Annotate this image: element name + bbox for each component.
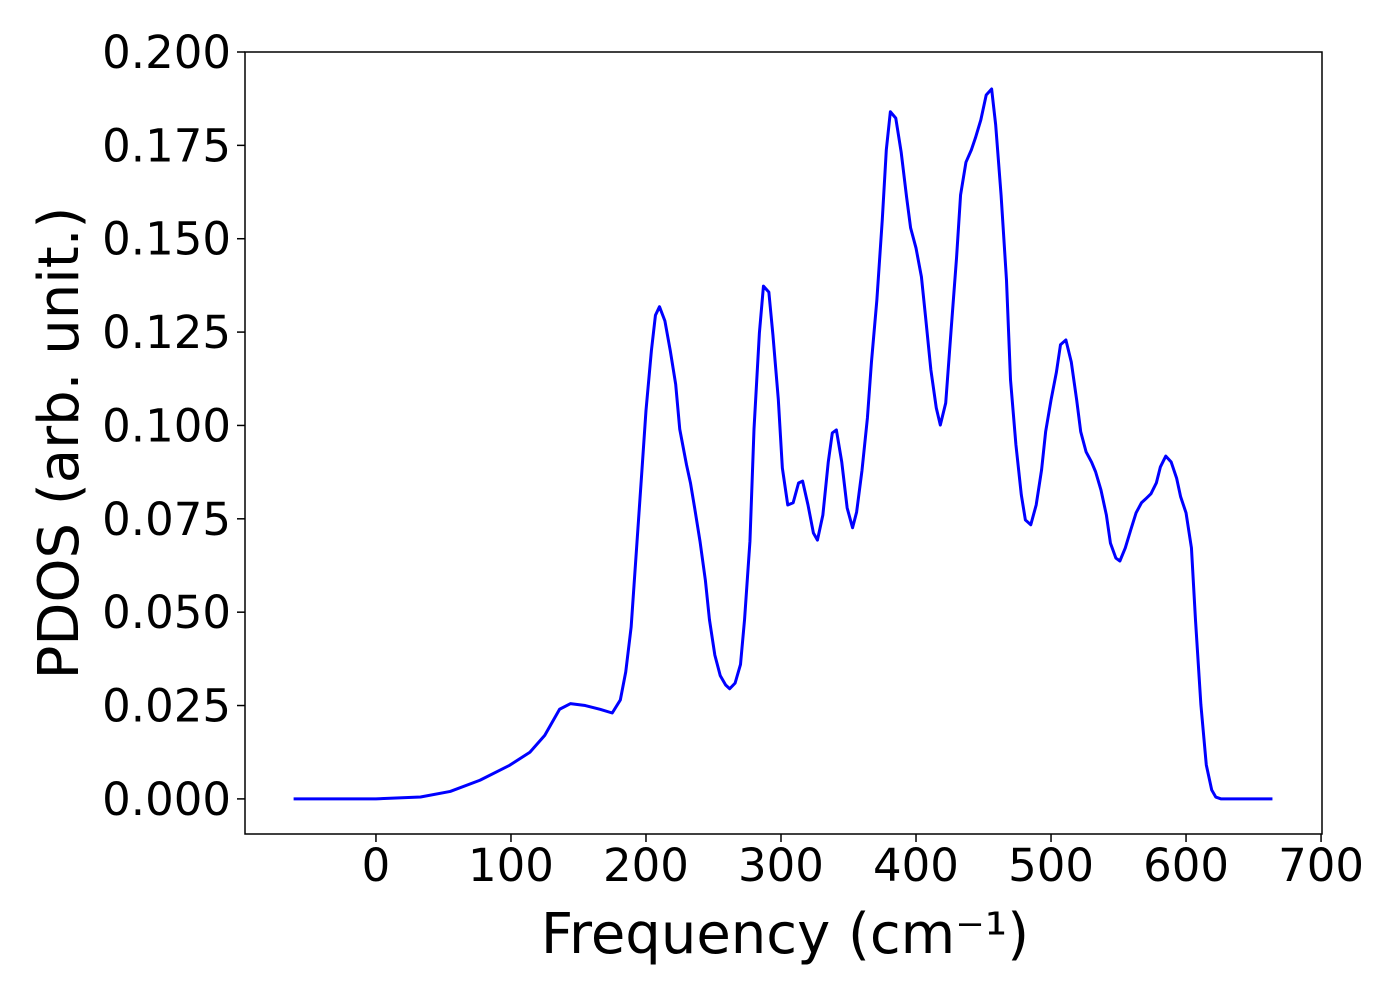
y-tick-label: 0.200 [102, 26, 231, 79]
x-tick-label: 600 [1143, 839, 1229, 892]
x-tick-label: 200 [603, 839, 689, 892]
y-tick-label: 0.175 [102, 119, 231, 172]
y-tick-label: 0.100 [102, 399, 231, 452]
y-tick-label: 0.075 [102, 493, 231, 546]
y-axis-label: PDOS (arb. unit.) [27, 207, 92, 680]
x-tick-label: 700 [1278, 839, 1364, 892]
y-tick-label: 0.125 [102, 306, 231, 359]
y-tick-label: 0.050 [102, 586, 231, 639]
y-tick-label: 0.025 [102, 680, 231, 733]
x-tick-label: 400 [873, 839, 959, 892]
x-axis-label: Frequency (cm⁻¹) [541, 902, 1029, 967]
plot-frame [244, 51, 1323, 835]
y-tick-label: 0.000 [102, 773, 231, 826]
y-tick-label: 0.150 [102, 213, 231, 266]
x-tick-label: 500 [1008, 839, 1094, 892]
x-tick-label: 300 [738, 839, 824, 892]
x-tick-label: 100 [468, 839, 554, 892]
x-tick-label: 0 [362, 839, 391, 892]
data-line [293, 87, 1273, 801]
